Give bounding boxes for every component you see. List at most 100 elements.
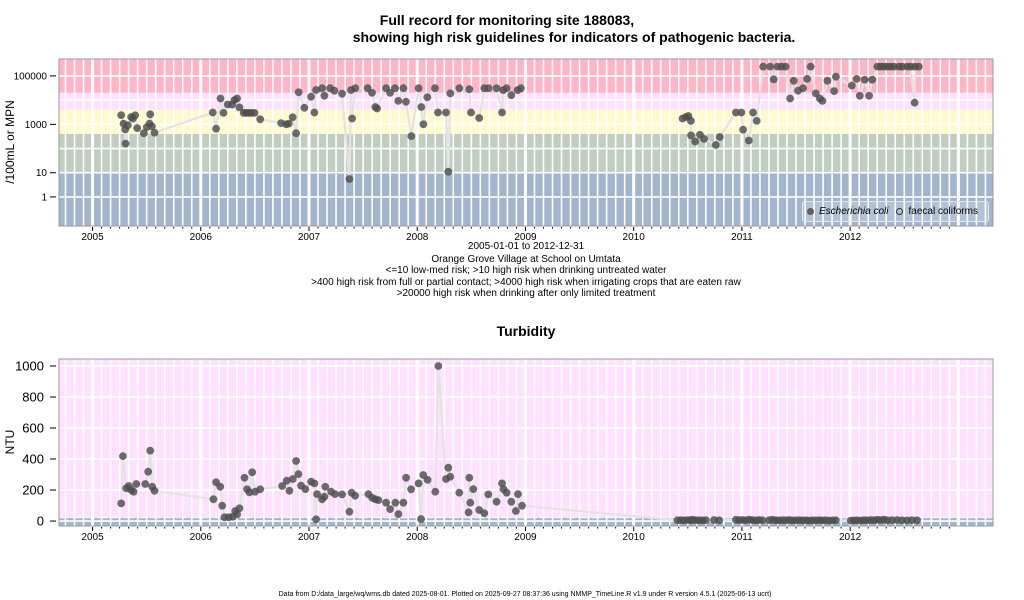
data-point	[394, 510, 403, 518]
plot-frame	[58, 358, 994, 527]
data-point	[292, 129, 300, 138]
data-point	[781, 62, 790, 71]
data-point	[235, 103, 244, 112]
data-point	[913, 516, 921, 525]
x-tick-label: 2008	[406, 232, 429, 243]
subtitle-date-range: 2005-01-01 to 2012-12-31	[468, 241, 585, 252]
data-point	[701, 516, 710, 524]
data-point	[216, 482, 225, 491]
data-point	[715, 516, 723, 525]
y-tick-label: 0	[37, 514, 44, 529]
legend-label: faecal coliforms	[908, 206, 978, 217]
data-point	[382, 498, 390, 507]
x-tick-label: 2010	[623, 532, 646, 543]
data-point	[307, 92, 315, 101]
data-point	[282, 476, 291, 485]
legend-label: Escherichia coli	[819, 206, 889, 217]
x-tick-label: 2006	[190, 232, 213, 243]
data-point	[739, 125, 747, 134]
data-point	[386, 88, 394, 97]
data-point	[391, 498, 400, 507]
axes: 1 10 1000 100000 2005 2006 2007 2008 2009 2010 201…	[14, 71, 950, 243]
data-point	[507, 497, 516, 506]
data-point	[512, 507, 520, 515]
data-point	[129, 487, 138, 496]
data-point	[123, 121, 132, 130]
data-point	[484, 84, 493, 93]
x-tick-label: 2008	[406, 532, 429, 543]
data-point	[233, 94, 242, 103]
data-point	[338, 89, 346, 98]
data-point	[294, 88, 303, 97]
data-point	[444, 463, 453, 472]
subtitle-site-name: Orange Grove Village at School on Umtata	[431, 254, 621, 265]
data-point	[345, 507, 354, 516]
data-point	[345, 175, 354, 183]
data-point	[687, 131, 695, 140]
data-point	[320, 91, 329, 100]
turbidity-title: Turbidity	[497, 323, 556, 339]
x-tick-label: 2011	[731, 232, 753, 243]
data-point	[455, 488, 464, 497]
x-tick-label: 2012	[839, 232, 862, 243]
data-point	[502, 84, 511, 93]
y-tick-label: 800	[22, 389, 44, 404]
data-point	[502, 488, 511, 497]
data-point	[759, 62, 767, 71]
chart-title-line-1: Full record for monitoring site 188083,	[380, 12, 634, 28]
data-point	[766, 62, 774, 71]
data-point	[417, 103, 426, 111]
data-point	[119, 452, 127, 460]
data-point	[868, 75, 877, 84]
data-point	[399, 498, 408, 507]
x-tick-label: 2012	[839, 532, 862, 543]
data-point	[141, 480, 150, 488]
x-tick-label: 2007	[298, 232, 321, 243]
turbidity-chart: Turbidity NTU 0 200 400 600 800 1000 2005 2006 2…	[3, 323, 994, 543]
data-point	[423, 476, 432, 484]
data-point	[484, 490, 493, 499]
footer-note: Data from D:/data_large/wq/wms.db dated …	[279, 591, 772, 598]
data-point	[402, 97, 410, 106]
y-tick-label: 10	[36, 168, 48, 179]
data-point	[700, 135, 708, 143]
legend-entry-escherichia-coli: Escherichia coli	[807, 206, 888, 217]
data-point	[312, 515, 320, 524]
y-tick-label: 1	[41, 192, 47, 203]
data-point	[394, 97, 403, 105]
data-point	[446, 472, 455, 481]
data-point	[146, 110, 155, 119]
data-point	[818, 97, 827, 105]
data-point	[150, 128, 159, 137]
data-point	[518, 501, 526, 510]
subtitle-guideline-1: <=10 low-med risk; >10 high risk when dr…	[386, 265, 668, 276]
data-point	[769, 75, 778, 84]
data-point	[737, 108, 746, 117]
data-point	[301, 485, 310, 493]
plot-frame	[58, 58, 994, 227]
filled-circle-icon	[807, 208, 814, 215]
data-point	[132, 480, 141, 488]
y-tick-label: 1000	[25, 120, 48, 131]
data-point	[348, 114, 356, 123]
data-point	[284, 119, 293, 128]
x-tick-label: 2009	[514, 532, 537, 543]
legend: Escherichia coli faecal coliforms	[802, 201, 989, 222]
data-point	[915, 62, 923, 71]
data-point	[419, 120, 428, 129]
data-point	[715, 133, 724, 141]
data-point	[402, 473, 410, 482]
data-point	[758, 516, 767, 525]
data-point	[517, 84, 525, 93]
data-point	[744, 136, 753, 145]
data-point	[288, 475, 297, 483]
data-point	[140, 129, 148, 138]
data-point	[374, 496, 383, 504]
data-point	[444, 167, 453, 176]
data-point	[133, 124, 142, 132]
data-point	[256, 485, 265, 494]
data-point	[256, 115, 265, 124]
axes: 0 200 400 600 800 1000 2005 2006 2007 2008 2009 201…	[15, 358, 950, 543]
data-point	[498, 479, 506, 488]
